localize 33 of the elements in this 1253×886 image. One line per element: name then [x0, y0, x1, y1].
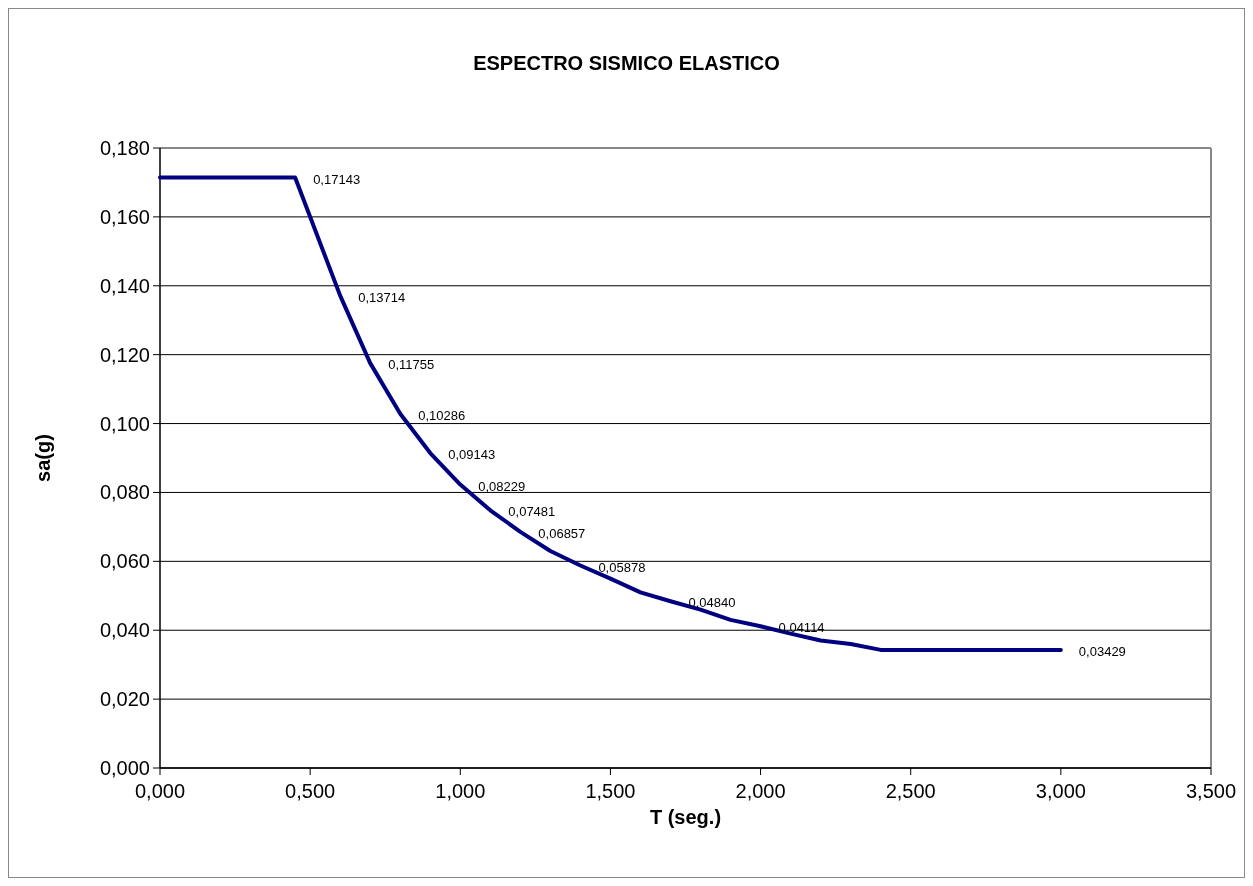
y-axis-title: sa(g): [32, 434, 54, 482]
data-label: 0,17143: [313, 171, 361, 187]
x-tick-label: 3,500: [1185, 780, 1237, 802]
y-tick-label: 0,180: [99, 137, 150, 159]
y-tick-label: 0,040: [99, 619, 150, 642]
x-tick-label: 0,000: [134, 780, 186, 802]
data-label: 0,03429: [1078, 643, 1126, 659]
data-label: 0,13714: [358, 289, 406, 305]
x-tick-label: 2,000: [735, 780, 786, 802]
chart-title: ESPECTRO SISMICO ELASTICO: [473, 52, 780, 74]
data-label: 0,07481: [508, 504, 556, 520]
y-tick-label: 0,080: [99, 481, 150, 504]
data-label: 0,09143: [448, 447, 496, 463]
data-label: 0,05878: [598, 559, 646, 575]
y-tick-label: 0,140: [99, 274, 150, 297]
x-tick-label: 1,000: [435, 780, 486, 802]
data-label: 0,08229: [478, 478, 526, 494]
y-tick-label: 0,000: [99, 757, 150, 779]
data-label: 0,11755: [388, 357, 435, 373]
y-tick-label: 0,100: [99, 412, 150, 435]
y-tick-label: 0,160: [99, 205, 150, 228]
x-tick-label: 2,500: [885, 780, 936, 802]
x-tick-label: 1,500: [585, 780, 636, 802]
x-tick-label: 0,500: [285, 780, 336, 802]
y-tick-label: 0,020: [99, 688, 150, 711]
line-series: [158, 175, 1063, 652]
data-label: 0,04840: [688, 595, 736, 611]
data-label: 0,10286: [418, 407, 466, 423]
x-tick-label: 3,000: [1035, 780, 1086, 802]
x-axis-title: T (seg.): [649, 806, 722, 828]
y-tick-label: 0,120: [99, 343, 150, 366]
y-tick-label: 0,060: [99, 550, 150, 573]
data-label: 0,06857: [538, 525, 586, 541]
